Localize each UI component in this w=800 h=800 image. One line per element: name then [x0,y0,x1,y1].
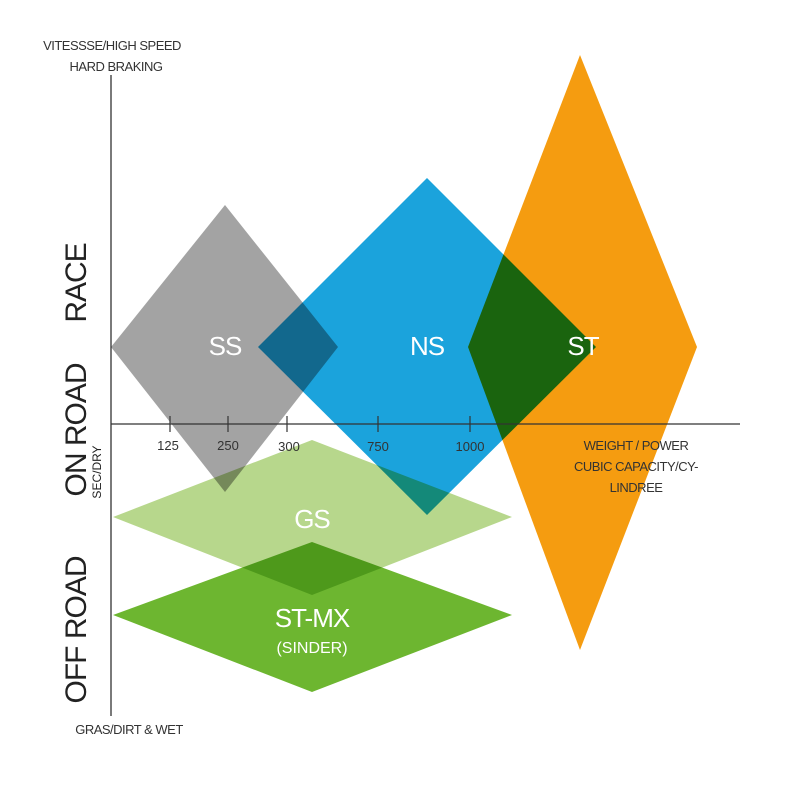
x-axis-label-line2: CUBIC CAPACITY/CY- [574,459,698,474]
side-label-off-road: OFF ROAD [60,556,93,703]
y-axis-top-label-1: VITESSSE/HIGH SPEED [43,38,181,53]
x-axis-label-line1: WEIGHT / POWER [584,438,689,453]
tick-label-750: 750 [367,439,389,454]
tick-label-1000: 1000 [456,439,485,454]
y-axis-top-label-2: HARD BRAKING [70,59,163,74]
x-axis-label-line3: LINDREE [610,480,664,495]
side-label-on-road: ON ROAD [60,363,93,496]
tick-label-125: 125 [157,438,179,453]
label-st-mx-sub: (SINDER) [276,640,347,657]
diamond-st-mx [113,542,512,692]
y-axis-bottom-label: GRAS/DIRT & WET [75,722,183,737]
label-ns: NS [410,331,445,361]
diamond-gs [113,440,512,595]
label-gs: GS [294,504,330,534]
tick-label-250: 250 [217,438,239,453]
label-st-mx: ST-MX [275,603,350,633]
label-ss: SS [209,331,242,361]
side-label-race: RACE [60,243,93,322]
side-label-sec-dry: SEC/DRY [90,445,104,498]
diamond-st [468,55,697,650]
label-st: ST [567,331,599,361]
diamond-ss [111,205,338,492]
tick-label-300: 300 [278,439,300,454]
